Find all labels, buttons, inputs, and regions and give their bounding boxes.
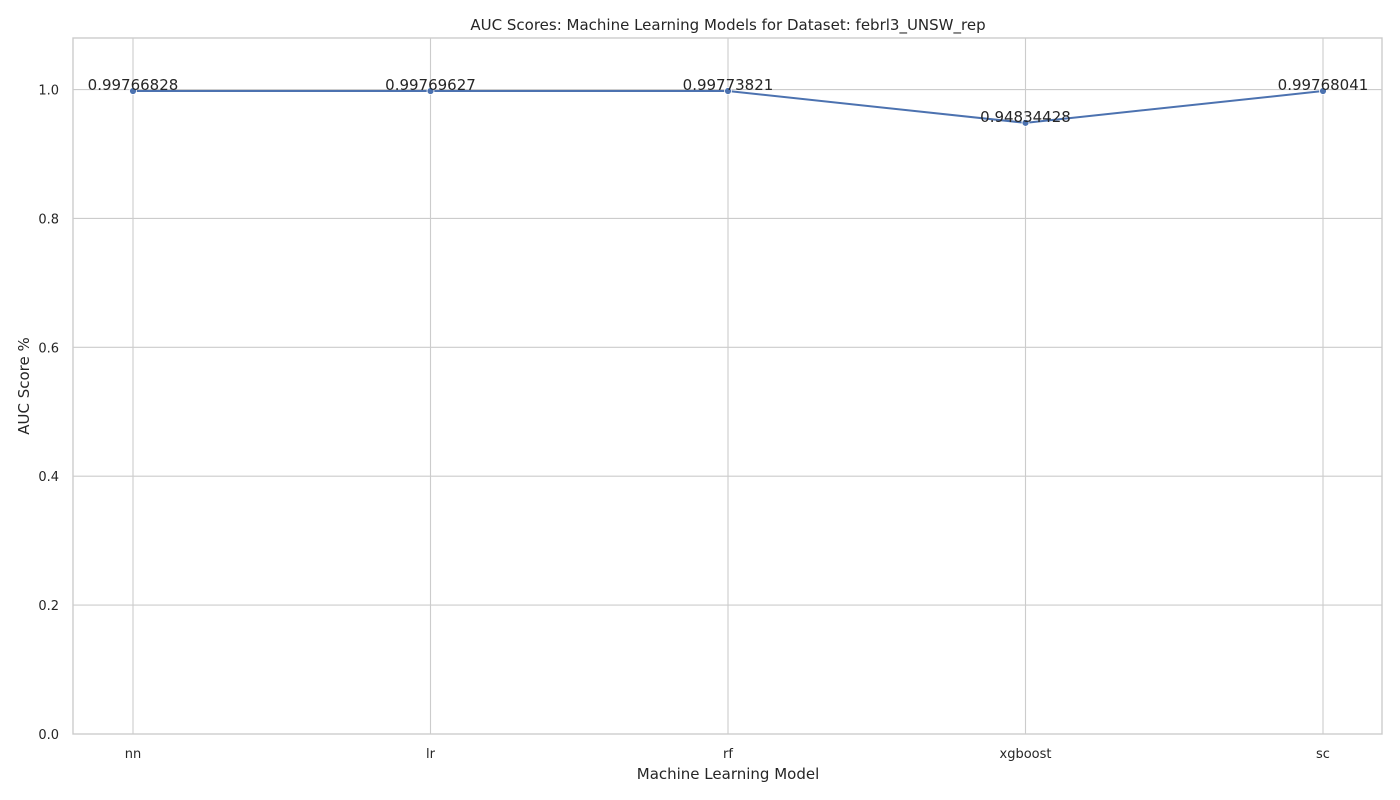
y-tick-label: 0.4 bbox=[38, 470, 59, 485]
y-axis-label: AUC Score % bbox=[15, 337, 33, 435]
grid-layer bbox=[73, 38, 1382, 735]
x-tick-label: rf bbox=[723, 747, 733, 762]
chart-title: AUC Scores: Machine Learning Models for … bbox=[470, 16, 985, 35]
x-tick-label: xgboost bbox=[1000, 747, 1052, 762]
data-label: 0.99769627 bbox=[385, 76, 476, 94]
y-tick-label: 0.0 bbox=[38, 728, 59, 743]
series-layer bbox=[129, 87, 1327, 127]
data-label: 0.94834428 bbox=[980, 108, 1071, 126]
data-point bbox=[724, 87, 732, 95]
y-tick-label: 1.0 bbox=[38, 84, 59, 99]
y-tick-label: 0.8 bbox=[38, 212, 59, 227]
plot-frame bbox=[72, 37, 1383, 735]
data-point bbox=[426, 87, 435, 95]
tick-layer: 0.0 0.2 0.4 0.6 0.8 1.0 nn lr rf xgboost sc bbox=[38, 84, 1330, 762]
data-label: 0.99773821 bbox=[683, 76, 774, 94]
y-tick-label: 0.6 bbox=[38, 341, 59, 356]
data-label: 0.99768041 bbox=[1278, 76, 1369, 94]
x-tick-label: nn bbox=[125, 747, 141, 762]
data-label: 0.99766828 bbox=[88, 76, 179, 94]
data-label-layer: 0.99766828 0.99769627 0.99773821 0.94834428… bbox=[88, 76, 1369, 126]
x-axis-label: Machine Learning Model bbox=[637, 765, 819, 783]
x-tick-label: lr bbox=[426, 747, 436, 762]
x-tick-label: sc bbox=[1316, 747, 1330, 762]
data-point bbox=[129, 87, 137, 95]
y-tick-label: 0.2 bbox=[38, 599, 59, 614]
data-point bbox=[1319, 87, 1327, 95]
data-point bbox=[1021, 118, 1030, 127]
